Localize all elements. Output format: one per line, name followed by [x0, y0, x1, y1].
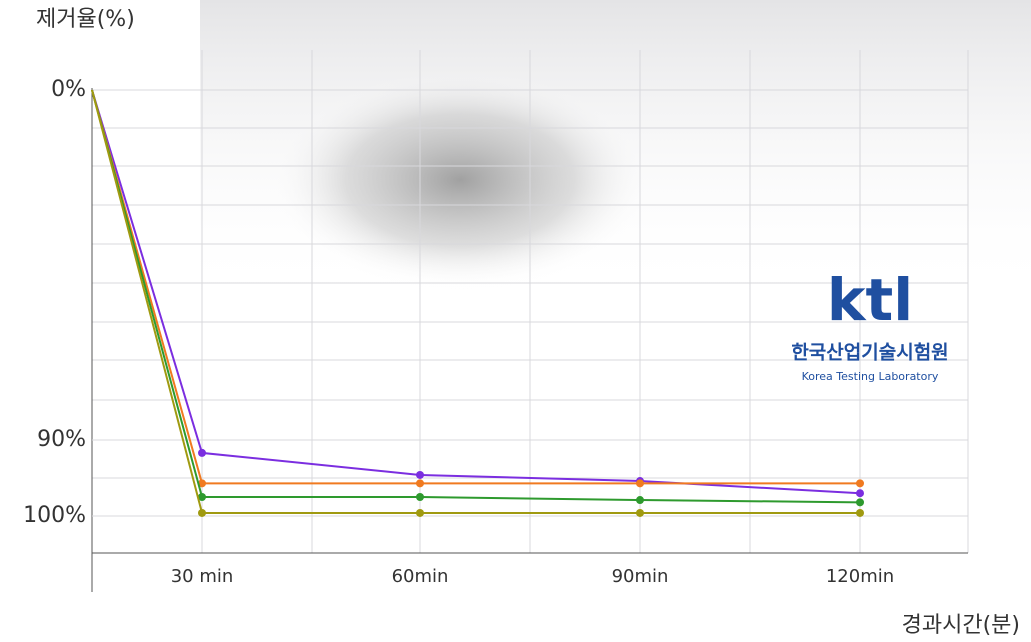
y-axis-label: 제거율(%)	[36, 7, 135, 32]
data-point	[636, 479, 644, 488]
data-point	[856, 508, 864, 517]
smoke-image	[270, 70, 650, 290]
logo-name: 한국산업기술시험원	[791, 342, 948, 364]
data-point	[636, 508, 644, 517]
data-point	[416, 508, 424, 517]
data-point	[856, 489, 864, 498]
x-tick-label: 30 min	[171, 566, 234, 587]
data-point	[198, 479, 206, 488]
x-axis-label: 경과시간(분)	[902, 613, 1020, 638]
y-tick-label: 0%	[51, 77, 86, 102]
data-point	[636, 496, 644, 505]
data-point	[856, 479, 864, 488]
y-tick-label: 90%	[37, 427, 86, 452]
data-point	[856, 498, 864, 507]
logo-mark: ktl	[827, 266, 913, 334]
data-point	[198, 493, 206, 501]
data-point	[198, 508, 206, 517]
data-point	[416, 493, 424, 501]
data-point	[198, 448, 206, 457]
y-tick-label: 100%	[23, 503, 86, 528]
x-tick-label: 60min	[392, 566, 449, 587]
x-tick-label: 120min	[826, 566, 894, 587]
logo-english: Korea Testing Laboratory	[802, 370, 939, 383]
data-point	[416, 479, 424, 488]
data-point	[416, 470, 424, 479]
grid	[92, 50, 969, 553]
x-tick-label: 90min	[612, 566, 669, 587]
